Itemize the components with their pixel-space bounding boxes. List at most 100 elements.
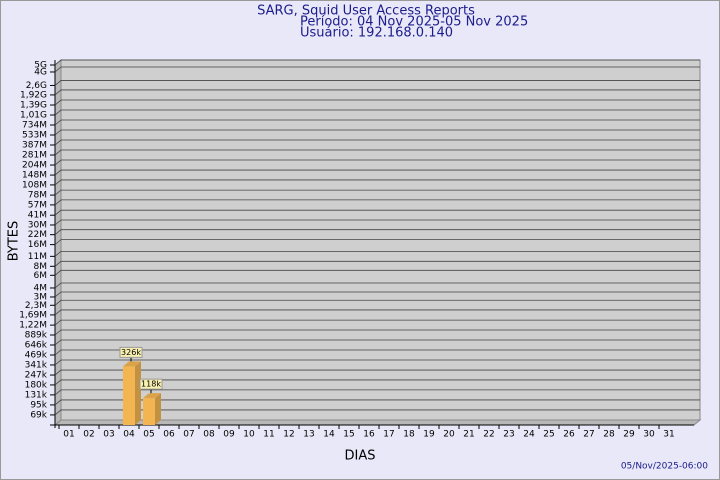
x-tick-label: 21 — [463, 430, 474, 440]
grid-line — [54, 369, 700, 376]
y-tick-label: 247k — [25, 371, 48, 381]
chart-user: Usuário: 192.168.0.140 — [300, 26, 453, 41]
x-tick-label: 02 — [83, 430, 94, 440]
grid-line — [54, 199, 700, 206]
x-tick-label: 28 — [603, 430, 615, 440]
grid-line — [54, 219, 700, 226]
y-tick-label: 6M — [34, 271, 48, 281]
grid-line — [54, 209, 700, 216]
x-tick-label: 26 — [563, 430, 575, 440]
y-tick-label: 1,92G — [20, 90, 47, 100]
x-tick-label: 03 — [103, 430, 114, 440]
grid-line — [54, 129, 700, 136]
grid-line — [54, 179, 700, 186]
x-tick-label: 12 — [283, 430, 294, 440]
y-tick-label: 1,39G — [20, 101, 47, 111]
x-tick-label: 11 — [263, 430, 274, 440]
y-tick-label: 2,3M — [25, 301, 47, 311]
grid-line — [54, 339, 700, 346]
x-tick-label: 06 — [163, 430, 175, 440]
y-tick-label: 469k — [25, 351, 48, 361]
x-tick-label: 18 — [403, 430, 415, 440]
y-tick-label: 78M — [28, 191, 47, 201]
y-tick-label: 11M — [28, 252, 47, 262]
x-tick-label: 25 — [543, 430, 554, 440]
bar-top — [123, 361, 141, 367]
x-tick-label: 16 — [363, 430, 375, 440]
grid-line — [54, 319, 700, 326]
value-label: 118k — [141, 380, 161, 389]
grid-line — [54, 269, 700, 276]
x-tick-label: 04 — [123, 430, 135, 440]
grid-line — [54, 299, 700, 306]
y-tick-label: 204M — [22, 161, 47, 171]
grid-line — [54, 99, 700, 106]
grid-line — [54, 229, 700, 235]
y-tick-label: 889k — [25, 331, 48, 341]
y-tick-label: 734M — [22, 120, 47, 130]
x-tick-label: 22 — [483, 430, 494, 440]
y-tick-label: 387M — [22, 141, 47, 151]
grid-line — [54, 282, 700, 289]
y-tick-label: 148M — [22, 171, 47, 181]
y-tick-label: 16M — [28, 240, 47, 250]
y-tick-label: 30M — [28, 220, 47, 230]
grid-line — [54, 379, 700, 386]
y-tick-label: 41M — [28, 211, 47, 221]
grid-line — [54, 159, 700, 166]
x-tick-label: 09 — [223, 430, 235, 440]
x-tick-label: 27 — [583, 430, 594, 440]
x-tick-label: 15 — [343, 430, 354, 440]
chart-title: SARG, Squid User Access Reports — [257, 4, 475, 19]
y-tick-label: 3M — [34, 292, 48, 302]
grid-line — [54, 329, 700, 336]
y-tick-label: 8M — [34, 262, 48, 272]
grid-line — [54, 169, 700, 176]
x-tick-label: 23 — [503, 430, 514, 440]
x-tick-label: 19 — [423, 430, 435, 440]
y-tick-label: 281M — [22, 151, 47, 161]
bar — [143, 398, 155, 425]
grid-line — [54, 89, 700, 96]
y-tick-label: 1,01G — [20, 111, 47, 121]
y-tick-label: 2,6G — [26, 81, 47, 91]
grid-line — [54, 409, 700, 416]
y-tick-label: 1,69M — [19, 310, 47, 320]
grid-line — [54, 359, 700, 366]
y-tick-label: 22M — [28, 230, 47, 240]
y-tick-label: 533M — [22, 131, 47, 141]
y-tick-label: 57M — [28, 200, 47, 210]
grid-line — [54, 309, 700, 316]
x-tick-label: 24 — [523, 430, 535, 440]
grid-line — [54, 189, 700, 196]
x-tick-label: 05 — [143, 430, 154, 440]
bar — [123, 366, 135, 425]
x-tick-label: 07 — [183, 430, 194, 440]
x-tick-label: 29 — [623, 430, 635, 440]
x-axis-title: DIAS — [345, 449, 376, 464]
grid-line — [54, 250, 700, 257]
bar-side — [135, 361, 141, 425]
y-tick-label: 180k — [25, 380, 48, 390]
y-tick-label: 1,22M — [19, 321, 47, 331]
y-tick-label: 5G — [34, 61, 47, 71]
bar-top — [143, 393, 161, 399]
x-tick-label: 17 — [383, 430, 394, 440]
grid-line — [54, 149, 700, 156]
footer: 05/Nov/2025-06:00 — [621, 462, 708, 472]
x-tick-label: 01 — [63, 430, 74, 440]
y-tick-label: 131k — [25, 390, 48, 400]
x-tick-label: 08 — [203, 430, 215, 440]
grid-line — [54, 260, 700, 267]
grid-line — [54, 291, 700, 298]
x-tick-label: 13 — [303, 430, 314, 440]
grid-line — [54, 59, 700, 66]
grid-line — [54, 239, 700, 245]
value-label-box — [139, 378, 163, 390]
y-tick-label: 108M — [22, 180, 47, 190]
y-tick-label: 341k — [25, 360, 48, 370]
grid-line — [54, 389, 700, 396]
value-label: 326k — [121, 348, 141, 357]
x-tick-label: 31 — [663, 430, 674, 440]
